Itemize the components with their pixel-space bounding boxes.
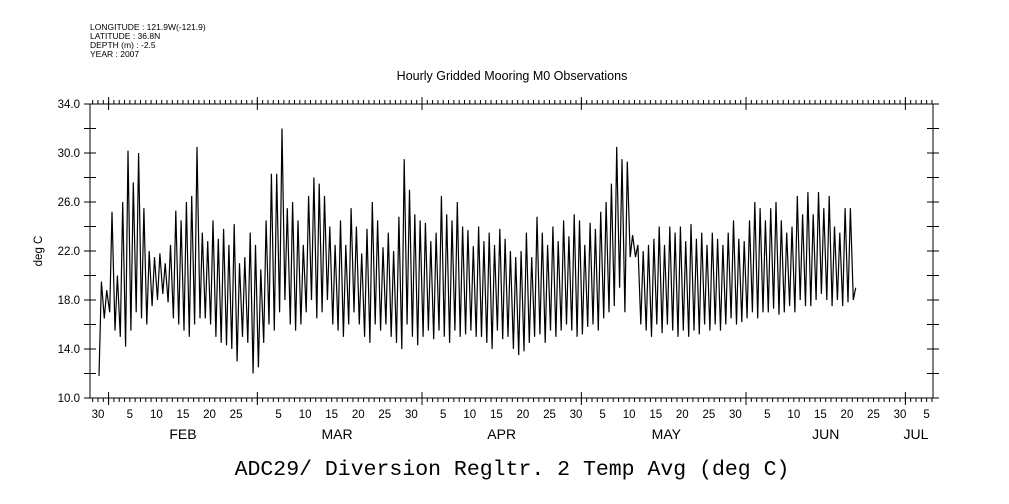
x-tick-label: 15: [814, 409, 827, 421]
x-tick-label: 20: [676, 409, 689, 421]
x-tick-label: 15: [177, 409, 190, 421]
x-tick-label: 30: [405, 409, 418, 421]
axes: 10.0 14.0 18.0 22.0 26.0 30.0 34.0 30 5 10 15 20 25 5…: [58, 97, 939, 442]
month-label: FEB: [169, 426, 196, 442]
x-tick-label: 25: [230, 409, 243, 421]
x-tick-label: 5: [127, 409, 133, 421]
x-tick-label: 30: [729, 409, 742, 421]
x-tick-label: 10: [623, 409, 636, 421]
x-tick-label: 5: [923, 409, 929, 421]
x-tick-label: 20: [203, 409, 216, 421]
x-tick-label: 5: [599, 409, 605, 421]
x-tick-label: 15: [325, 409, 338, 421]
month-label: JUL: [904, 426, 929, 442]
y-tick-label: 26.0: [58, 197, 80, 209]
month-label: JUN: [812, 426, 839, 442]
x-tick-label: 20: [841, 409, 854, 421]
metadata-header: LONGITUDE : 121.9W(-121.9) LATITUDE : 36…: [90, 22, 206, 59]
depth-label: DEPTH (m) : -2.5: [90, 40, 156, 50]
y-tick-label: 18.0: [58, 295, 80, 307]
y-tick-label: 14.0: [58, 344, 80, 356]
y-tick-label: 34.0: [58, 99, 80, 111]
longitude-label: LONGITUDE : 121.9W(-121.9): [90, 22, 206, 32]
x-tick-label: 15: [490, 409, 503, 421]
x-tick-label: 5: [764, 409, 770, 421]
x-tick-label: 10: [150, 409, 163, 421]
x-tick-label: 30: [894, 409, 907, 421]
temperature-series-line: [98, 128, 857, 376]
year-label: YEAR : 2007: [90, 49, 139, 59]
y-tick-label: 10.0: [58, 393, 80, 405]
x-tick-label: 10: [299, 409, 312, 421]
x-axis-title: ADC29/ Diversion Regltr. 2 Temp Avg (deg…: [235, 458, 790, 482]
x-tick-label: 10: [463, 409, 476, 421]
latitude-label: LATITUDE : 36.8N: [90, 31, 160, 41]
y-axis-label: deg C: [33, 236, 45, 267]
month-label: MAY: [652, 426, 682, 442]
x-tick-label: 25: [378, 409, 391, 421]
x-tick-label: 25: [702, 409, 715, 421]
month-label: MAR: [321, 426, 352, 442]
x-tick-label: 25: [543, 409, 556, 421]
x-tick-label: 5: [440, 409, 446, 421]
y-tick-label: 22.0: [58, 246, 80, 258]
x-tick-label: 10: [787, 409, 800, 421]
x-tick-label: 5: [275, 409, 281, 421]
x-tick-label: 30: [92, 409, 105, 421]
x-tick-label: 20: [517, 409, 530, 421]
x-tick-label: 15: [649, 409, 662, 421]
month-label: APR: [487, 426, 516, 442]
series-group: [98, 128, 857, 376]
x-tick-label: 20: [352, 409, 365, 421]
x-tick-label: 30: [570, 409, 583, 421]
x-tick-label: 25: [867, 409, 880, 421]
y-tick-label: 30.0: [58, 148, 80, 160]
chart-title: Hourly Gridded Mooring M0 Observations: [397, 69, 628, 83]
